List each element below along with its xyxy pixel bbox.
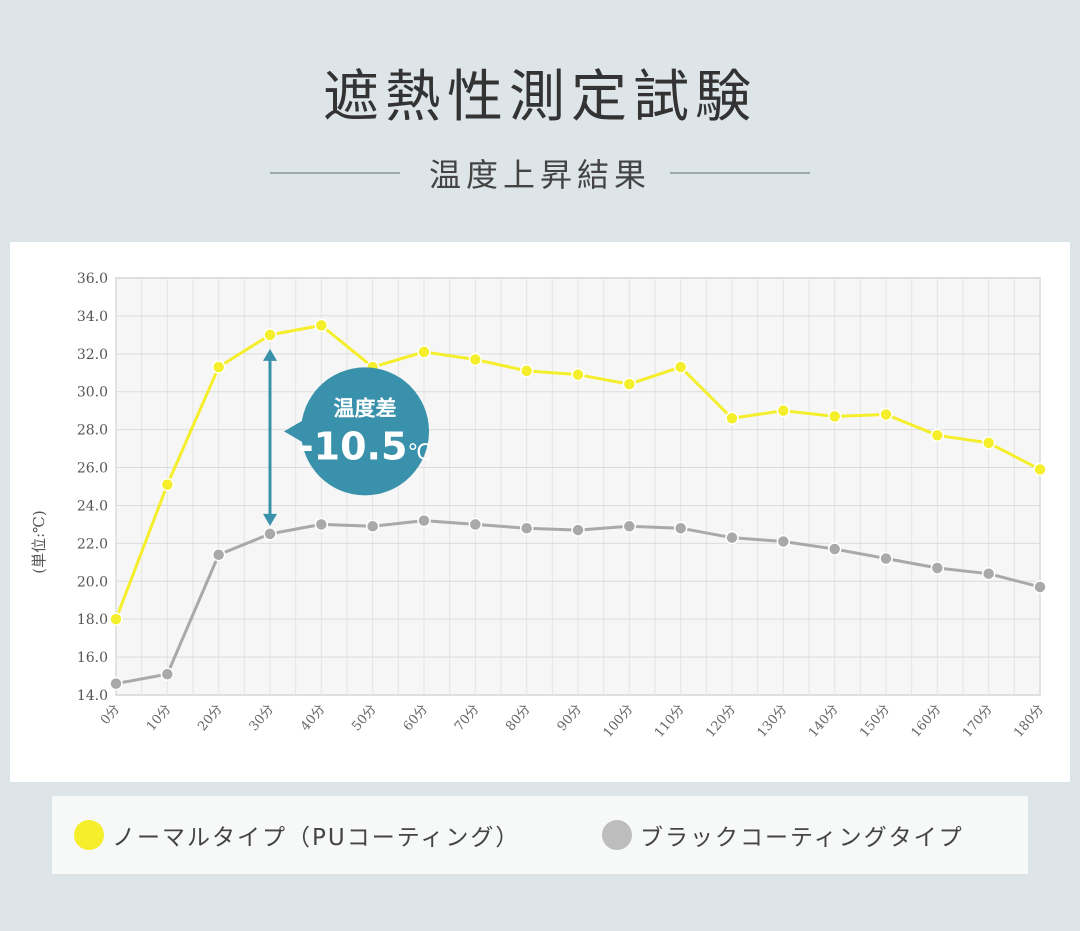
- data-point: [622, 377, 637, 391]
- data-point: [725, 411, 739, 426]
- data-point: [571, 367, 585, 382]
- y-tick-label: 26.0: [77, 461, 108, 477]
- y-tick-label: 18.0: [77, 612, 108, 628]
- data-point: [981, 566, 996, 581]
- page-title: 遮熱性測定試験: [323, 65, 757, 130]
- data-point: [879, 407, 893, 422]
- legend-swatch-gray: [602, 820, 632, 850]
- series: [109, 318, 1047, 691]
- callout-value-unit: ℃: [407, 440, 432, 465]
- y-tick-label: 36.0: [77, 271, 108, 287]
- subtitle: 温度上昇結果: [428, 156, 651, 194]
- difference-callout: 温度差 -10.5℃: [263, 348, 432, 526]
- data-point: [263, 527, 277, 541]
- data-point: [211, 547, 226, 562]
- data-point: [417, 513, 431, 528]
- x-tick-label: 60分: [401, 702, 431, 734]
- data-point: [468, 352, 483, 367]
- data-point: [571, 523, 585, 537]
- y-axis-label: (単位:℃): [30, 510, 48, 574]
- data-point: [417, 345, 431, 359]
- x-tick-label: 120分: [703, 702, 739, 741]
- x-tick-label: 10分: [144, 702, 174, 734]
- legend-swatch-yellow: [74, 820, 104, 850]
- subtitle-divider-left: [270, 172, 400, 174]
- data-point: [160, 477, 175, 492]
- data-point: [211, 360, 226, 374]
- x-tick-label: 80分: [503, 702, 533, 734]
- y-tick-label: 14.0: [77, 688, 108, 704]
- callout-value-number: -10.5: [298, 424, 408, 468]
- y-tick-label: 34.0: [77, 309, 108, 325]
- x-tick-label: 40分: [298, 702, 328, 734]
- x-tick-label: 140分: [806, 702, 842, 741]
- data-point: [468, 517, 483, 532]
- data-point: [725, 530, 739, 545]
- x-tick-label: 30分: [247, 702, 277, 734]
- x-tick-label: 160分: [909, 702, 945, 741]
- data-point: [109, 676, 123, 691]
- data-point: [673, 360, 688, 374]
- line-chart: 14.0 16.0 18.0 20.0 22.0 24.0 26.0 28.0 30.0 32.0…: [30, 271, 1047, 741]
- x-tick-label: 20分: [195, 702, 225, 734]
- x-tick-label: 70分: [452, 702, 482, 734]
- legend-item-normal: ノーマルタイプ（PUコーティング）: [74, 818, 520, 852]
- data-point: [827, 409, 842, 424]
- x-tick-label: 100分: [601, 702, 637, 741]
- data-point: [314, 318, 329, 333]
- legend-item-black: ブラックコーティングタイプ: [602, 818, 964, 852]
- data-point: [776, 403, 791, 418]
- data-point: [109, 612, 123, 626]
- data-point: [519, 364, 534, 378]
- data-point: [314, 517, 329, 532]
- data-point: [1033, 462, 1047, 477]
- chart-panel: 14.0 16.0 18.0 20.0 22.0 24.0 26.0 28.0 30.0 32.0…: [10, 242, 1070, 782]
- x-tick-label: 150分: [857, 702, 893, 741]
- data-point: [622, 519, 637, 534]
- data-point: [827, 542, 842, 556]
- grid: [115, 277, 1041, 696]
- x-tick-label: 180分: [1011, 702, 1047, 741]
- data-point: [673, 521, 688, 535]
- data-point: [930, 561, 945, 575]
- y-tick-label: 32.0: [77, 347, 108, 363]
- x-tick-label: 90分: [555, 702, 585, 734]
- data-point: [981, 436, 996, 450]
- data-point: [1033, 580, 1047, 594]
- x-tick-label: 0分: [98, 702, 123, 728]
- y-tick-label: 20.0: [77, 574, 108, 590]
- x-tick-label: 110分: [652, 702, 688, 741]
- x-tick-label: 130分: [755, 702, 791, 741]
- y-tick-label: 22.0: [77, 536, 108, 552]
- data-point: [365, 519, 380, 534]
- y-tick-label: 24.0: [77, 498, 108, 514]
- y-tick-label: 28.0: [77, 423, 108, 439]
- y-tick-label: 30.0: [77, 385, 108, 401]
- data-point: [160, 667, 175, 681]
- legend: ノーマルタイプ（PUコーティング） ブラックコーティングタイプ: [52, 796, 1028, 874]
- callout-label: 温度差: [334, 396, 397, 420]
- arrow-head-down-icon: [263, 513, 277, 526]
- callout-value: -10.5℃: [298, 424, 432, 468]
- x-tick-label: 170分: [960, 702, 996, 741]
- data-point: [263, 328, 277, 342]
- subtitle-divider-right: [670, 172, 810, 174]
- y-tick-label: 16.0: [77, 650, 108, 666]
- legend-label-normal: ノーマルタイプ（PUコーティング）: [112, 825, 521, 851]
- data-point: [519, 521, 534, 535]
- arrow-head-up-icon: [263, 348, 277, 361]
- data-point: [776, 534, 791, 549]
- data-point: [879, 551, 893, 566]
- callout-bubble: [301, 367, 429, 496]
- x-tick-label: 50分: [349, 702, 379, 734]
- data-point: [930, 428, 945, 443]
- subtitle-row: 温度上昇結果: [0, 150, 1080, 196]
- legend-label-black: ブラックコーティングタイプ: [640, 825, 964, 851]
